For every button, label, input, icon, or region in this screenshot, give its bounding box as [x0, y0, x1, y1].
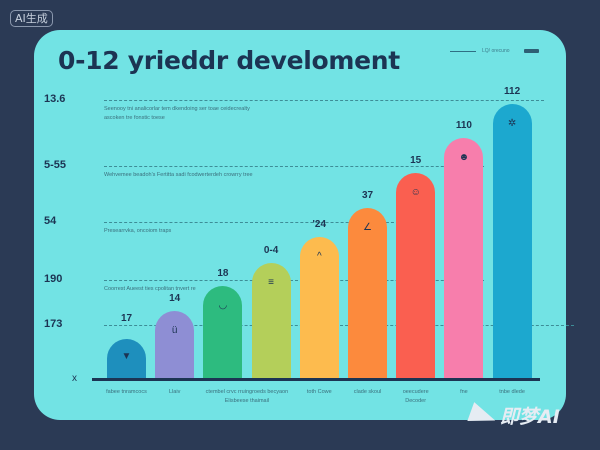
bar-value-label: 110 [455, 120, 472, 132]
y-tick-label: 54 [44, 215, 57, 227]
x-tick-label: fabee tnramcocs [106, 389, 147, 395]
y-tick-label: 13.6 [44, 93, 66, 105]
bar[interactable]: ✲ [492, 103, 532, 378]
gear-icon: ✲ [507, 117, 517, 129]
gridline-note: Seenooy tni analicorlar tem dkendoing se… [104, 106, 250, 121]
x-tick-label: toth Cowe [306, 389, 332, 395]
watermark-text: 即梦AI [500, 406, 560, 428]
bar[interactable]: ^ [299, 237, 339, 378]
x-tick-label: tnbe dlede [499, 389, 525, 395]
gridline [104, 100, 544, 101]
gridline-note: Presearrvka, oncoiom traps [104, 228, 172, 234]
bar[interactable]: ☻ [444, 138, 484, 378]
x-tick-label: oeecudere Decoder [402, 389, 429, 404]
gridline [104, 166, 484, 167]
ai-generated-badge: AI生成 [10, 10, 53, 27]
legend-line [450, 50, 476, 52]
gridline [104, 280, 484, 281]
legend: LQ/ orecuno [450, 47, 539, 55]
bar[interactable]: ◡ [203, 285, 243, 378]
bar[interactable]: ∠ [348, 207, 387, 378]
bar-value-label: 18 [217, 267, 229, 279]
grin-face-icon: ☻ [458, 152, 470, 164]
bar-value-label: 112 [504, 85, 521, 97]
face-box-icon: ☺ [410, 186, 421, 198]
bar-value-label: '24 [312, 219, 327, 231]
watermark: 即梦AI [467, 401, 560, 430]
bar-value-label: 0-4 [263, 244, 279, 256]
bar[interactable]: ≡ [251, 262, 291, 378]
smile-face-icon: ü [171, 325, 178, 337]
x-tick-label: clade skoul [353, 389, 382, 395]
bar[interactable]: ☺ [396, 172, 436, 378]
chart-title: 0-12 yrieddr develoment [58, 46, 400, 75]
smile-mouth-icon: ◡ [218, 299, 228, 311]
lines-icon: ≡ [268, 276, 275, 288]
y-tick-label: 173 [44, 318, 63, 330]
caret-up-icon: ^ [316, 251, 322, 263]
legend-text: LQ/ orecuno [482, 48, 510, 54]
legend-swatch [523, 49, 539, 53]
bar-value-label: 37 [361, 189, 374, 201]
gridline-note: Coorrest Aueest ties cpolitan tnvert re [104, 286, 196, 292]
paper-plane-logo-icon [467, 401, 499, 430]
y-tick-label: 5-55 [44, 159, 67, 171]
x-tick-label: fne [460, 389, 468, 395]
x-axis-line [92, 378, 540, 381]
angle-icon: ∠ [363, 221, 372, 233]
x-tick-label: ctembel crvc rruingroeds becyaon Elisbee… [205, 389, 289, 404]
gridline [104, 325, 574, 326]
bar-value-label: 14 [169, 293, 181, 305]
bar-value-label: 15 [410, 154, 422, 166]
x-tick-label: Llaiv [169, 389, 181, 395]
gridline-note: Wehvemee beadoh's Fertitta sadi fcodwert… [104, 172, 253, 178]
y-tick-label: 190 [44, 273, 63, 285]
bar-value-label: 17 [120, 312, 133, 324]
bar[interactable]: ▼ [107, 338, 146, 378]
x-axis-marker: x [72, 373, 77, 384]
bar[interactable]: ü [155, 311, 195, 378]
gridline [104, 222, 404, 223]
triangle-down-icon: ▼ [121, 350, 132, 362]
